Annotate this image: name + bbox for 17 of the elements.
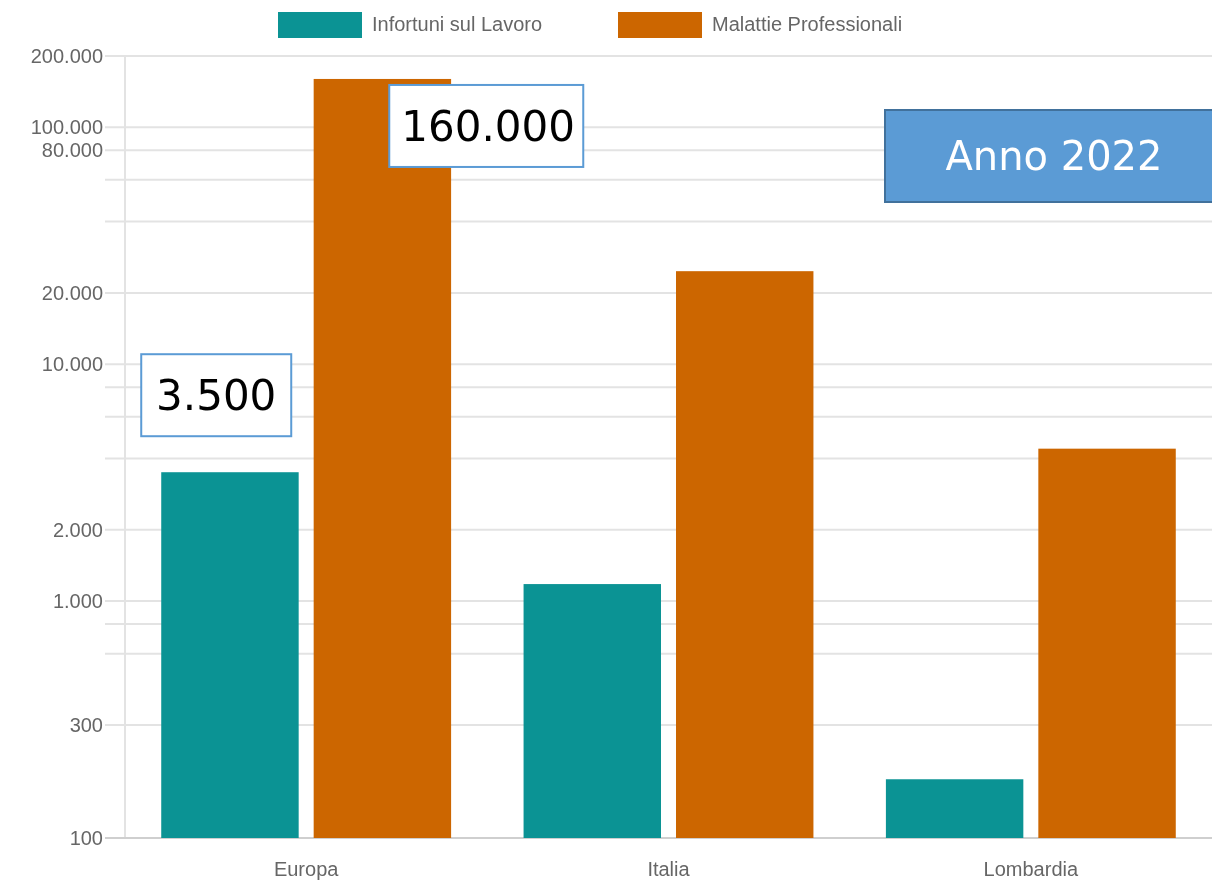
legend-label: Malattie Professionali	[712, 13, 903, 35]
y-tick-label: 100.000	[30, 116, 103, 139]
x-tick-label: Italia	[647, 858, 691, 880]
y-tick-label: 10.000	[41, 353, 103, 376]
data-label: 160.000	[401, 101, 575, 151]
y-tick-label: 80.000	[41, 139, 103, 162]
y-tick-label: 20.000	[41, 281, 103, 304]
y-tick-label: 2.000	[52, 518, 103, 541]
legend-label: Infortuni sul Lavoro	[372, 13, 543, 35]
x-tick-label: Lombardia	[983, 858, 1079, 880]
y-tick-label: 200.000	[30, 45, 103, 67]
y-tick-label: 300	[69, 713, 103, 736]
y-tick-label: 100	[69, 827, 103, 849]
data-label: 3.500	[156, 370, 277, 420]
y-tick-label: 1.000	[52, 590, 103, 613]
x-tick-label: Europa	[273, 858, 340, 880]
annotation: Anno 2022	[945, 133, 1163, 179]
